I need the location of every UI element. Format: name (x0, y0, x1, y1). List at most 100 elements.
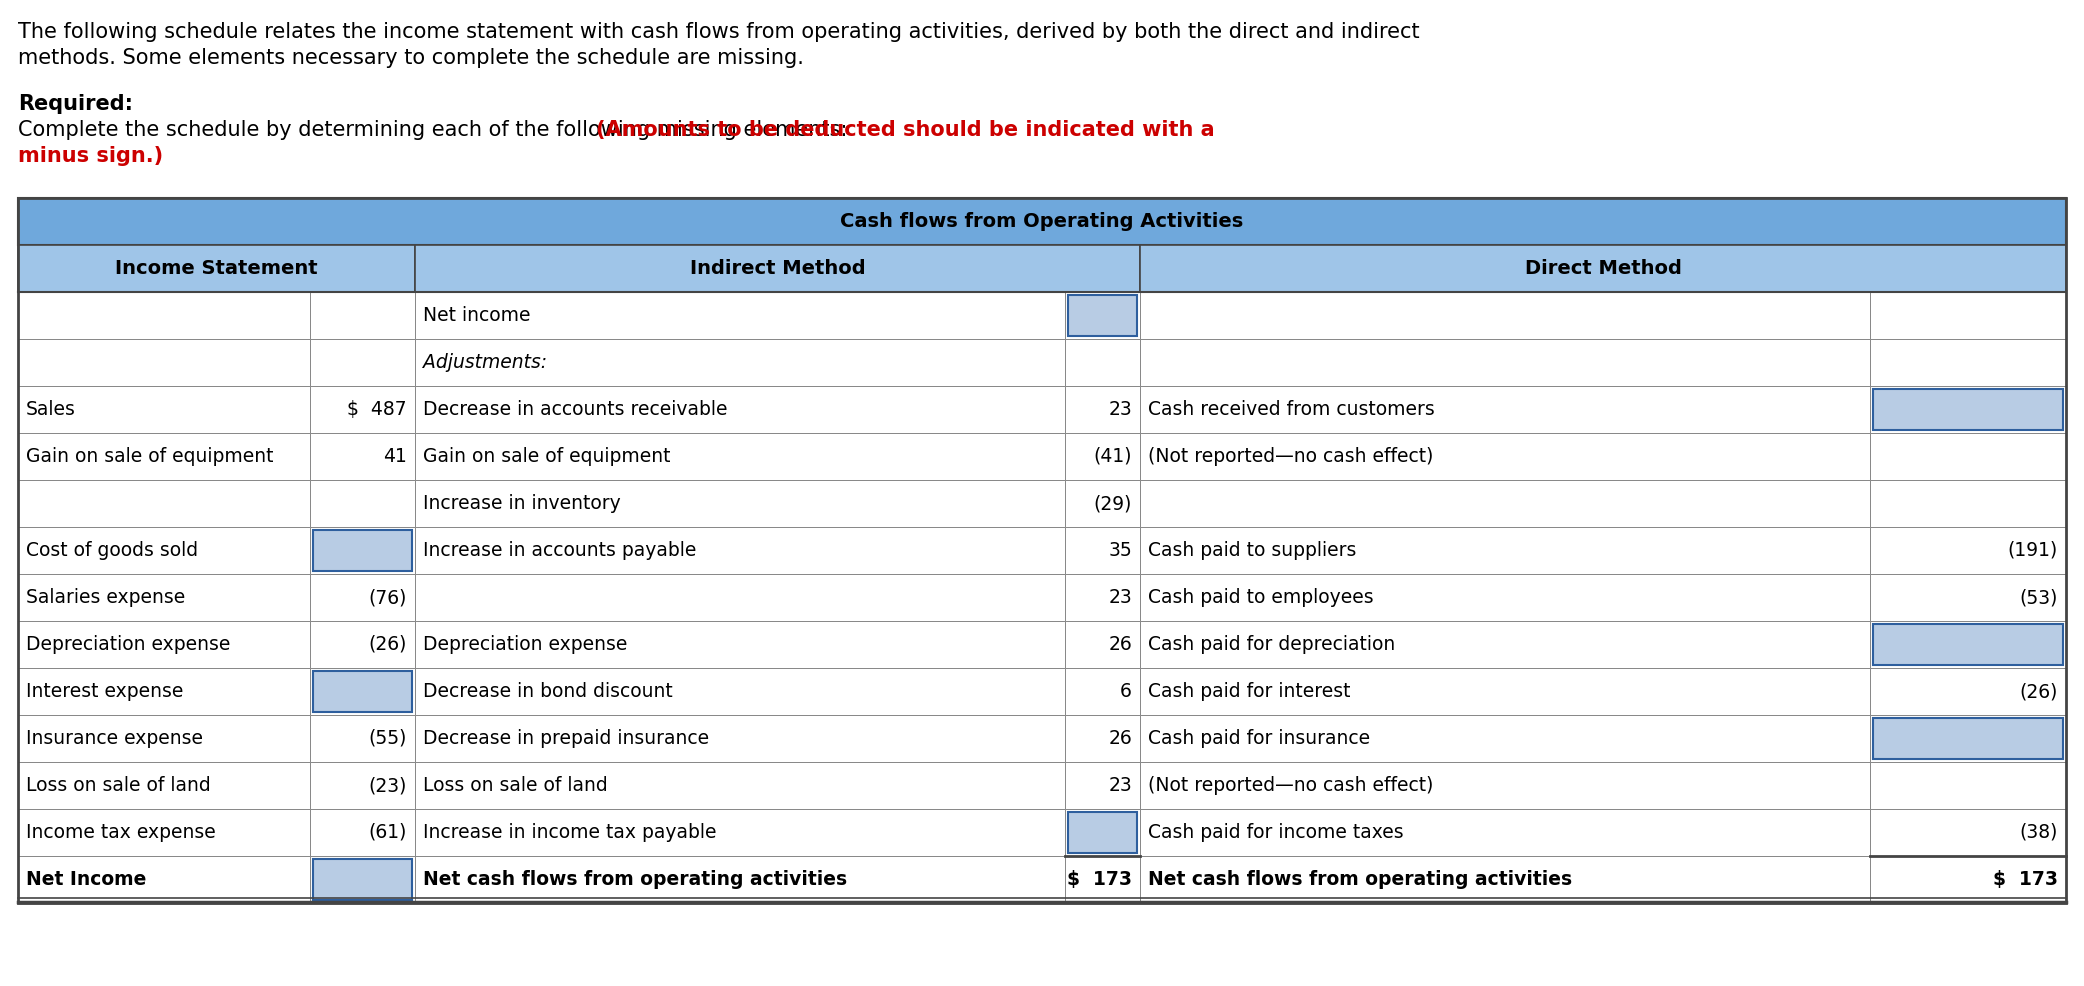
Text: (26): (26) (369, 635, 406, 654)
Bar (415, 527, 1065, 574)
Bar (415, 621, 1065, 668)
Text: Loss on sale of land: Loss on sale of land (25, 776, 210, 795)
Bar (19, 339, 311, 386)
Text: (76): (76) (369, 588, 406, 607)
Bar (1065, 527, 1140, 574)
Text: Adjustments:: Adjustments: (423, 353, 548, 372)
Bar (311, 292, 415, 339)
Bar (1140, 715, 1869, 762)
Bar (19, 198, 2065, 903)
Text: (Amounts to be deducted should be indicated with a: (Amounts to be deducted should be indica… (596, 120, 1215, 140)
Bar (1874, 718, 2063, 759)
Bar (1874, 624, 2063, 665)
Text: Net cash flows from operating activities: Net cash flows from operating activities (1148, 870, 1571, 889)
Bar (311, 339, 415, 386)
Bar (415, 339, 1065, 386)
Text: 6: 6 (1119, 682, 1132, 701)
Text: Complete the schedule by determining each of the following missing elements:: Complete the schedule by determining eac… (19, 120, 854, 140)
Text: 23: 23 (1109, 400, 1132, 419)
Bar (1874, 389, 2063, 430)
Bar (415, 245, 1140, 292)
Bar (1140, 245, 2065, 292)
Text: Direct Method: Direct Method (1525, 259, 1682, 278)
Bar (1065, 292, 1140, 339)
Bar (19, 480, 311, 527)
Bar (19, 856, 311, 903)
Bar (1869, 715, 2065, 762)
Text: Loss on sale of land: Loss on sale of land (423, 776, 609, 795)
Text: Income tax expense: Income tax expense (25, 823, 217, 842)
Bar (1065, 574, 1140, 621)
Bar (1140, 856, 1869, 903)
Bar (313, 671, 413, 712)
Bar (415, 480, 1065, 527)
Text: Cash paid for income taxes: Cash paid for income taxes (1148, 823, 1405, 842)
Text: Sales: Sales (25, 400, 75, 419)
Bar (19, 245, 415, 292)
Bar (1869, 527, 2065, 574)
Bar (1869, 574, 2065, 621)
Bar (1065, 762, 1140, 809)
Bar (1140, 339, 1869, 386)
Bar (1869, 480, 2065, 527)
Bar (1869, 292, 2065, 339)
Text: Cash paid for interest: Cash paid for interest (1148, 682, 1350, 701)
Text: Cash flows from Operating Activities: Cash flows from Operating Activities (840, 212, 1244, 231)
Text: Interest expense: Interest expense (25, 682, 183, 701)
Text: (61): (61) (369, 823, 406, 842)
Bar (1065, 339, 1140, 386)
Bar (1065, 856, 1140, 903)
Text: Net income: Net income (423, 306, 531, 325)
Bar (415, 762, 1065, 809)
Text: (23): (23) (369, 776, 406, 795)
Text: The following schedule relates the income statement with cash flows from operati: The following schedule relates the incom… (19, 22, 1419, 42)
Text: (26): (26) (2019, 682, 2059, 701)
Text: minus sign.): minus sign.) (19, 146, 163, 166)
Bar (1869, 433, 2065, 480)
Bar (1869, 621, 2065, 668)
Text: 41: 41 (383, 447, 406, 466)
Bar (415, 856, 1065, 903)
Bar (1140, 292, 1869, 339)
Text: (191): (191) (2007, 541, 2059, 560)
Text: Net cash flows from operating activities: Net cash flows from operating activities (423, 870, 846, 889)
Text: Required:: Required: (19, 94, 133, 114)
Text: 23: 23 (1109, 776, 1132, 795)
Text: 35: 35 (1109, 541, 1132, 560)
Text: 26: 26 (1109, 729, 1132, 748)
Text: Cash paid for insurance: Cash paid for insurance (1148, 729, 1369, 748)
Text: Cash paid for depreciation: Cash paid for depreciation (1148, 635, 1396, 654)
Text: $  173: $ 173 (1992, 870, 2059, 889)
Text: Decrease in accounts receivable: Decrease in accounts receivable (423, 400, 727, 419)
Bar (1869, 668, 2065, 715)
Bar (19, 527, 311, 574)
Text: Depreciation expense: Depreciation expense (423, 635, 627, 654)
Bar (19, 433, 311, 480)
Bar (19, 762, 311, 809)
Bar (313, 859, 413, 900)
Bar (1065, 715, 1140, 762)
Bar (1067, 812, 1138, 853)
Text: Increase in accounts payable: Increase in accounts payable (423, 541, 696, 560)
Bar (1869, 339, 2065, 386)
Bar (19, 621, 311, 668)
Text: $  173: $ 173 (1067, 870, 1132, 889)
Bar (1067, 295, 1138, 336)
Bar (415, 574, 1065, 621)
Bar (311, 386, 415, 433)
Bar (1869, 386, 2065, 433)
Text: (Not reported—no cash effect): (Not reported—no cash effect) (1148, 776, 1434, 795)
Bar (1065, 386, 1140, 433)
Bar (1065, 809, 1140, 856)
Text: methods. Some elements necessary to complete the schedule are missing.: methods. Some elements necessary to comp… (19, 48, 804, 68)
Bar (1869, 809, 2065, 856)
Text: Depreciation expense: Depreciation expense (25, 635, 231, 654)
Text: 23: 23 (1109, 588, 1132, 607)
Bar (19, 809, 311, 856)
Bar (1065, 480, 1140, 527)
Text: (29): (29) (1094, 494, 1132, 513)
Bar (311, 668, 415, 715)
Text: 26: 26 (1109, 635, 1132, 654)
Bar (1869, 856, 2065, 903)
Bar (19, 574, 311, 621)
